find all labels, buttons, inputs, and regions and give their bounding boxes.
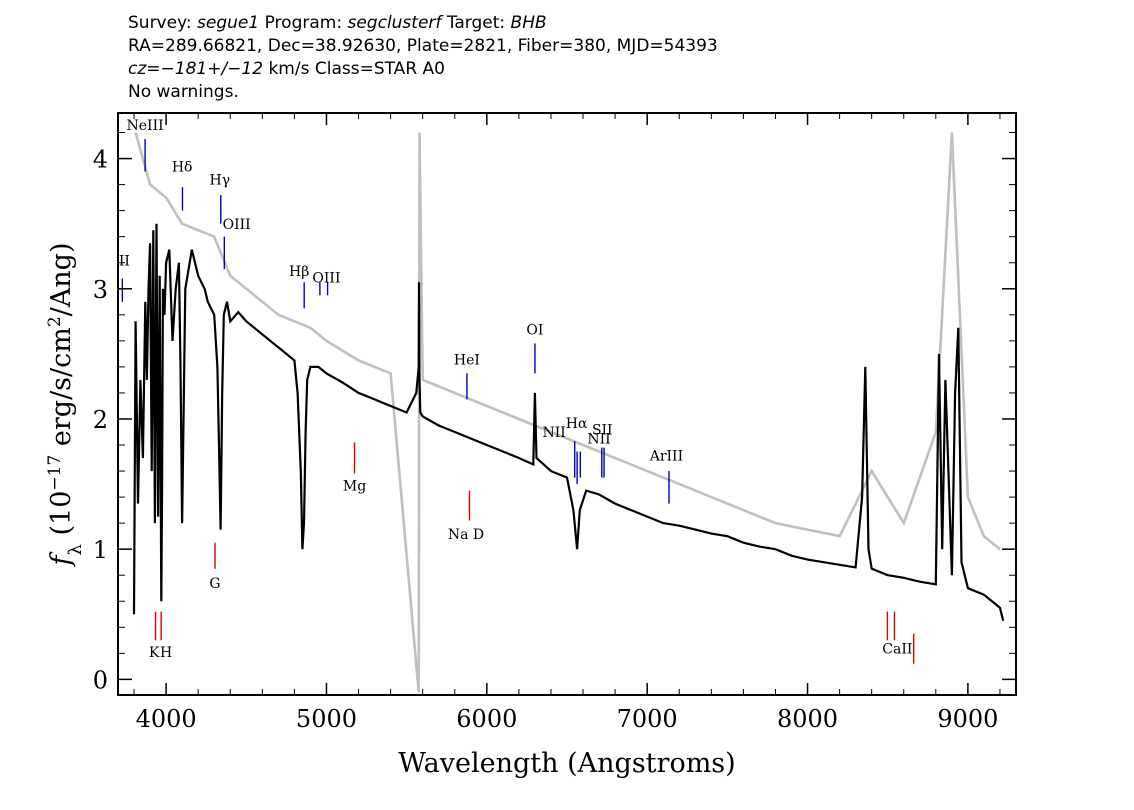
x-tick-label: 4000 <box>136 705 197 733</box>
line-label-caii: CaII <box>882 641 912 657</box>
x-tick-label: 6000 <box>456 705 517 733</box>
program-value: segclusterf <box>347 13 442 33</box>
target-label: Target: <box>446 13 506 33</box>
x-tick-label: 5000 <box>296 705 357 733</box>
spectrum-header: Survey: segue1 Program: segclusterf Targ… <box>128 12 718 104</box>
y-tick-label: 2 <box>93 406 108 434</box>
y-tick-label: 4 <box>93 146 108 174</box>
line-label-ii: II <box>119 253 130 269</box>
flux-error-series-line <box>134 132 1001 693</box>
line-label-h-: Hα <box>566 416 588 432</box>
line-label-nii: NII <box>543 425 566 441</box>
cz-value: cz=−181+/−12 <box>128 59 264 79</box>
header-line-redshift: cz=−181+/−12 km/s Class=STAR A0 <box>128 58 718 81</box>
line-label-oi: OI <box>526 322 543 338</box>
line-label-oiii: OIII <box>223 217 251 233</box>
program-label: Program: <box>264 13 343 33</box>
header-line-survey: Survey: segue1 Program: segclusterf Targ… <box>128 12 718 35</box>
target-value: BHB <box>510 13 547 33</box>
x-tick-label: 7000 <box>617 705 678 733</box>
header-line-warnings: No warnings. <box>128 82 239 102</box>
line-label-h-: Hβ <box>289 264 309 280</box>
header-line-coordinates: RA=289.66821, Dec=38.92630, Plate=2821, … <box>128 36 718 56</box>
y-axis-title: fλ (10−17 erg/s/cm2/Ang) <box>45 243 86 568</box>
y-tick-label: 3 <box>93 276 108 304</box>
x-tick-label: 9000 <box>937 705 998 733</box>
survey-value: segue1 <box>197 13 260 33</box>
line-label-na-d: Na D <box>448 527 484 543</box>
line-label-oiii: OIII <box>312 270 340 286</box>
line-label-h-: Hγ <box>210 173 231 189</box>
line-label-nii: NII <box>587 432 610 448</box>
line-label-hei: HeI <box>454 352 480 368</box>
line-label-ariii: ArIII <box>649 449 683 465</box>
x-tick-label: 8000 <box>777 705 838 733</box>
line-label-h: H <box>160 645 172 661</box>
class-value: km/s Class=STAR A0 <box>263 59 445 79</box>
survey-label: Survey: <box>128 13 192 33</box>
y-tick-label: 0 <box>93 666 108 694</box>
line-label-g: G <box>209 576 220 592</box>
flux-series-line <box>132 223 1005 622</box>
line-label-k: K <box>149 645 160 661</box>
line-label-sii: SII <box>592 423 613 439</box>
y-tick-label: 1 <box>93 536 108 564</box>
plot-frame <box>117 112 1017 696</box>
x-axis-title: Wavelength (Angstroms) <box>398 748 735 779</box>
line-label-neiii: NeIII <box>127 118 164 134</box>
line-label-mg: Mg <box>343 479 366 495</box>
line-label-h-: Hδ <box>172 160 193 176</box>
axis-ticks: 4000 5000 6000 7000 8000 9000 0 1 2 3 4 <box>93 113 1016 733</box>
